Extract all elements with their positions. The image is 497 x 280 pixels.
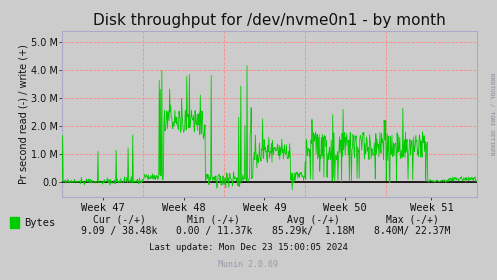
Text: Min (-/+): Min (-/+)	[187, 215, 240, 225]
Text: 85.29k/  1.18M: 85.29k/ 1.18M	[272, 226, 354, 236]
Text: Munin 2.0.69: Munin 2.0.69	[219, 260, 278, 269]
Text: Bytes: Bytes	[24, 218, 55, 228]
Text: 8.40M/ 22.37M: 8.40M/ 22.37M	[374, 226, 451, 236]
Text: Avg (-/+): Avg (-/+)	[287, 215, 339, 225]
Y-axis label: Pr second read (-) / write (+): Pr second read (-) / write (+)	[18, 44, 28, 184]
Text: Max (-/+): Max (-/+)	[386, 215, 439, 225]
Title: Disk throughput for /dev/nvme0n1 - by month: Disk throughput for /dev/nvme0n1 - by mo…	[93, 13, 446, 28]
Text: 9.09 / 38.48k: 9.09 / 38.48k	[81, 226, 158, 236]
Text: RRDTOOL / TOBI OETIKER: RRDTOOL / TOBI OETIKER	[490, 73, 495, 155]
Text: Cur (-/+): Cur (-/+)	[93, 215, 146, 225]
Text: 0.00 / 11.37k: 0.00 / 11.37k	[175, 226, 252, 236]
Text: Last update: Mon Dec 23 15:00:05 2024: Last update: Mon Dec 23 15:00:05 2024	[149, 243, 348, 252]
